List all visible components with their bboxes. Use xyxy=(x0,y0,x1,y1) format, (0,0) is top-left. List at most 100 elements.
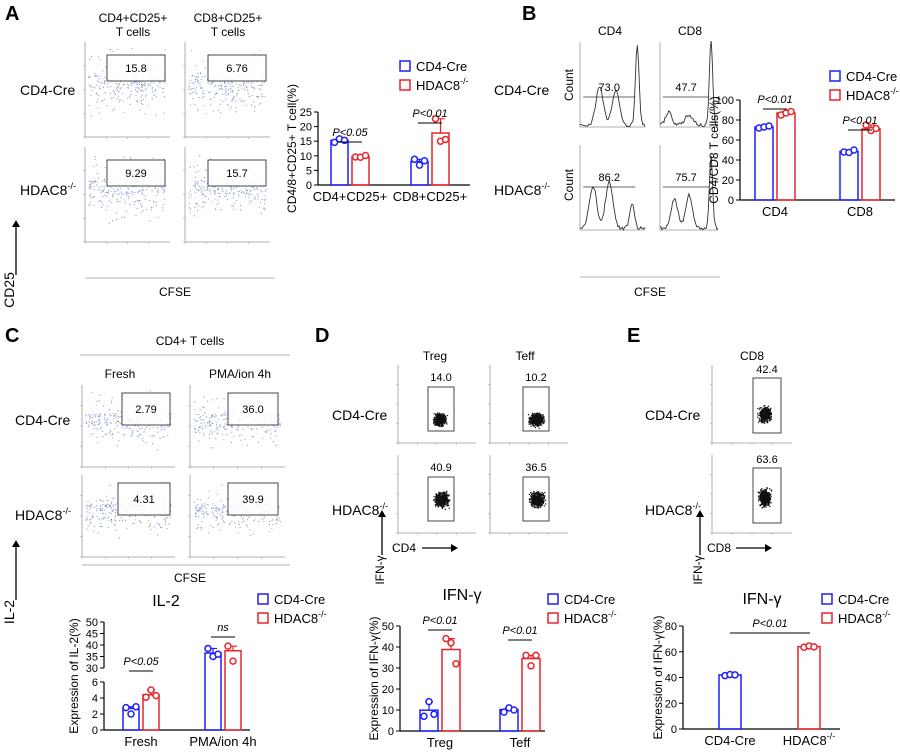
gate-box xyxy=(227,392,279,426)
panel-label-e: E xyxy=(627,325,640,347)
x-tick-label: Fresh xyxy=(124,734,157,749)
x-tick-label: CD8 xyxy=(847,204,873,219)
y-tick-label: 6 xyxy=(92,677,98,689)
legend-label: HDAC8-/- xyxy=(274,609,327,626)
legend-swatch xyxy=(257,593,269,605)
y-tick-label: 20 xyxy=(722,175,734,187)
data-point xyxy=(431,114,440,123)
column-header: CD8+CD25+ xyxy=(194,11,263,25)
flow-dot-plot xyxy=(83,42,170,139)
column-header: CD8 xyxy=(740,349,764,363)
x-axis-label: CFSE xyxy=(159,285,191,299)
legend-swatch xyxy=(399,60,411,72)
legend-label: HDAC8-/- xyxy=(564,609,617,626)
y-tick-label: 50 xyxy=(382,621,394,633)
gate-box xyxy=(106,54,166,82)
x-axis-arrow xyxy=(422,544,458,552)
x-tick-label: Teff xyxy=(510,735,531,750)
bar xyxy=(204,652,222,731)
x-tick-label: Treg xyxy=(427,735,453,750)
y-tick-label: 40 xyxy=(665,673,677,685)
data-point xyxy=(425,697,433,706)
row-label: CD4-Cre xyxy=(645,407,700,423)
data-point xyxy=(442,634,450,643)
y-tick-label: 30 xyxy=(382,663,394,675)
gate-box xyxy=(752,377,782,434)
gate-box xyxy=(752,467,782,524)
data-point xyxy=(420,157,429,165)
bar xyxy=(718,674,742,730)
significance-label: P<0.01 xyxy=(752,618,787,630)
histogram-curve xyxy=(580,179,646,231)
gate-percentage: 39.9 xyxy=(242,494,263,506)
gate-box xyxy=(106,159,166,187)
legend-swatch xyxy=(821,593,833,605)
y-tick-label: 0 xyxy=(92,725,98,737)
gate-percentage: 10.2 xyxy=(525,372,546,384)
bar xyxy=(839,150,859,201)
data-point xyxy=(862,121,870,129)
legend-label: CD4-Cre xyxy=(564,592,615,607)
data-point xyxy=(452,660,460,668)
x-axis-label: CD4 xyxy=(392,541,416,555)
flow-dot-plot xyxy=(183,147,270,244)
y-tick-label: 60 xyxy=(665,647,677,659)
y-axis-label: CD25 xyxy=(1,272,17,308)
x-tick-label: CD4-Cre xyxy=(704,733,755,748)
gate-box xyxy=(522,476,550,522)
gate-percentage: 15.8 xyxy=(125,63,146,75)
histogram-plot xyxy=(579,42,646,128)
significance-label: P<0.01 xyxy=(757,94,792,106)
gate-percentage: 40.9 xyxy=(430,462,451,474)
row-label: HDAC8-/- xyxy=(20,181,76,198)
data-point xyxy=(204,644,212,653)
column-header: Fresh xyxy=(105,367,136,381)
column-header: CD8 xyxy=(678,24,702,38)
y-tick-label: 0 xyxy=(671,724,677,736)
histogram-plot xyxy=(659,145,719,231)
flow-dot-plot xyxy=(710,365,792,445)
y-tick-label: 2 xyxy=(92,709,98,721)
flow-dot-plot xyxy=(488,365,568,445)
legend-label: HDAC8-/- xyxy=(846,86,899,103)
column-header: CD4+CD25+ xyxy=(99,11,168,25)
data-point xyxy=(229,657,237,665)
data-point xyxy=(142,693,150,701)
flow-dot-plot xyxy=(188,475,285,559)
y-axis-label: Expression of IFN-γ(%) xyxy=(651,615,665,739)
gate-percentage: 73.0 xyxy=(599,82,620,94)
data-point xyxy=(122,703,130,712)
y-tick-label: 10 xyxy=(382,705,394,717)
data-point xyxy=(132,703,140,711)
y-tick-label: 45 xyxy=(86,629,98,641)
data-point xyxy=(361,151,370,160)
y-tick-label: 40 xyxy=(86,640,98,652)
legend-label: CD4-Cre xyxy=(416,59,467,74)
y-tick-label: 100 xyxy=(716,95,734,107)
data-point xyxy=(127,710,135,718)
data-point xyxy=(415,161,424,169)
y-tick-label: 4 xyxy=(92,693,98,705)
data-point xyxy=(410,155,419,164)
y-axis-label: IL-2 xyxy=(1,600,17,624)
y-axis-arrow xyxy=(12,220,20,275)
y-tick-label: 25 xyxy=(300,107,312,119)
row-label: HDAC8-/- xyxy=(15,506,71,523)
gate-box xyxy=(117,482,171,516)
data-point xyxy=(765,122,773,130)
histogram-curve xyxy=(579,45,646,128)
y-tick-label: 80 xyxy=(722,115,734,127)
gate-box xyxy=(207,159,267,187)
gate-percentage: 15.7 xyxy=(226,168,247,180)
row-label: CD4-Cre xyxy=(15,412,70,428)
legend xyxy=(821,593,833,624)
histogram-plot xyxy=(659,41,719,128)
x-axis-label: CFSE xyxy=(174,571,206,585)
y-tick-label: 10 xyxy=(300,151,312,163)
gate-percentage: 86.2 xyxy=(599,172,620,184)
data-point xyxy=(420,712,428,721)
y-tick-label: 60 xyxy=(722,135,734,147)
y-tick-label: 30 xyxy=(86,663,98,675)
gate-percentage: 63.6 xyxy=(756,454,777,466)
gate-box xyxy=(227,482,279,516)
